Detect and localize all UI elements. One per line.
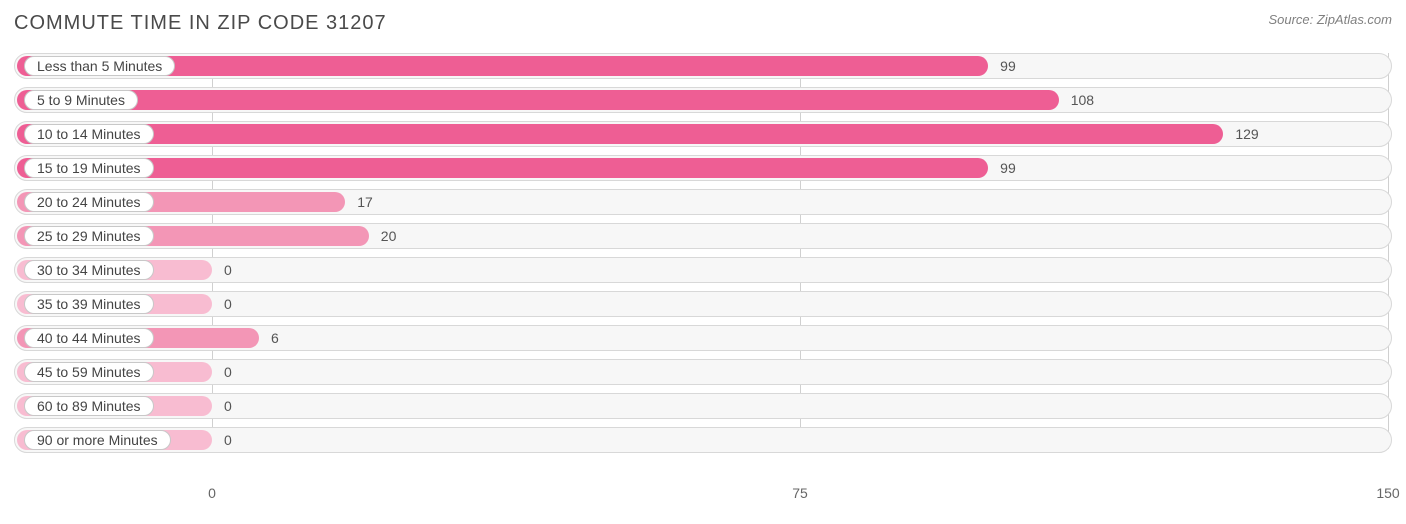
category-pill: 15 to 19 Minutes [24,158,154,178]
category-pill: 5 to 9 Minutes [24,90,138,110]
category-pill: 10 to 14 Minutes [24,124,154,144]
bar-row: 10 to 14 Minutes 129 [14,121,1392,147]
value-label: 0 [224,257,232,283]
source-name: ZipAtlas.com [1317,12,1392,27]
bar-row: 45 to 59 Minutes 0 [14,359,1392,385]
bar-fill [17,124,1223,144]
bar-row: 5 to 9 Minutes 108 [14,87,1392,113]
category-pill: 30 to 34 Minutes [24,260,154,280]
category-pill: 40 to 44 Minutes [24,328,154,348]
x-axis: 075150 [14,485,1392,515]
bar-fill [17,90,1059,110]
source-label: Source: [1268,12,1316,27]
category-pill: 60 to 89 Minutes [24,396,154,416]
chart-title: COMMUTE TIME IN ZIP CODE 31207 [14,12,387,35]
bar-row: 35 to 39 Minutes 0 [14,291,1392,317]
bars-area: Less than 5 Minutes 99 5 to 9 Minutes 108 10… [14,53,1392,483]
value-label: 108 [1071,87,1094,113]
chart-source: Source: ZipAtlas.com [1268,12,1392,27]
category-pill: Less than 5 Minutes [24,56,175,76]
bar-row: 40 to 44 Minutes 6 [14,325,1392,351]
bar-track [14,359,1392,385]
value-label: 17 [357,189,373,215]
bar-track [14,257,1392,283]
axis-tick: 150 [1376,485,1399,501]
value-label: 6 [271,325,279,351]
value-label: 0 [224,393,232,419]
value-label: 20 [381,223,397,249]
value-label: 0 [224,291,232,317]
category-pill: 90 or more Minutes [24,430,171,450]
chart-header: COMMUTE TIME IN ZIP CODE 31207 Source: Z… [14,12,1392,35]
bar-row: 20 to 24 Minutes 17 [14,189,1392,215]
bar-fill [17,158,988,178]
bar-row: 30 to 34 Minutes 0 [14,257,1392,283]
category-pill: 25 to 29 Minutes [24,226,154,246]
category-pill: 45 to 59 Minutes [24,362,154,382]
axis-tick: 75 [792,485,808,501]
bar-track [14,393,1392,419]
axis-tick: 0 [208,485,216,501]
bar-track [14,291,1392,317]
bar-row: 15 to 19 Minutes 99 [14,155,1392,181]
bar-row: Less than 5 Minutes 99 [14,53,1392,79]
category-pill: 20 to 24 Minutes [24,192,154,212]
bar-row: 60 to 89 Minutes 0 [14,393,1392,419]
bar-row: 90 or more Minutes 0 [14,427,1392,453]
bar-row: 25 to 29 Minutes 20 [14,223,1392,249]
value-label: 99 [1000,53,1016,79]
value-label: 129 [1235,121,1258,147]
value-label: 99 [1000,155,1016,181]
value-label: 0 [224,359,232,385]
value-label: 0 [224,427,232,453]
bar-track [14,427,1392,453]
category-pill: 35 to 39 Minutes [24,294,154,314]
chart-container: COMMUTE TIME IN ZIP CODE 31207 Source: Z… [0,0,1406,524]
